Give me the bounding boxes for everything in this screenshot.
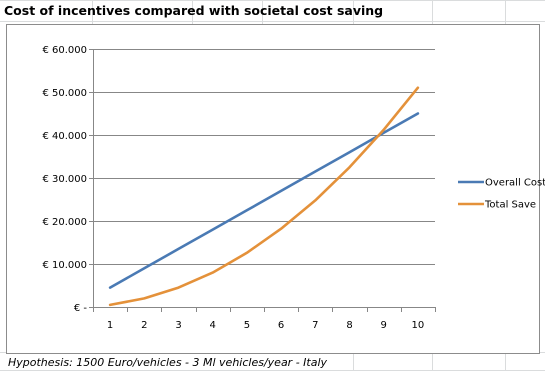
- x-tick-label: 10: [412, 320, 425, 331]
- y-tick-label: € -: [74, 303, 88, 314]
- x-tick-label: 9: [381, 320, 387, 331]
- chart-title: Cost of incentives compared with societa…: [4, 3, 384, 18]
- chart-area[interactable]: [6, 24, 540, 354]
- x-tick-label: 8: [346, 320, 352, 331]
- y-tick-label: € 50.000: [42, 88, 87, 99]
- x-tick-label: 3: [175, 320, 181, 331]
- series-line-total-save: [108, 86, 420, 307]
- y-tick-label: € 40.000: [42, 131, 87, 142]
- x-tick-label: 2: [141, 320, 147, 331]
- legend-label: Total Save: [484, 200, 536, 211]
- series-line-overall-cost: [108, 112, 420, 289]
- x-tick-label: 4: [210, 320, 216, 331]
- y-tick-label: € 20.000: [42, 217, 87, 228]
- y-tick-label: € 30.000: [42, 174, 87, 185]
- x-tick-label: 7: [312, 320, 318, 331]
- x-tick-label: 5: [244, 320, 250, 331]
- y-tick-label: € 60.000: [42, 45, 87, 56]
- x-tick-label: 1: [107, 320, 113, 331]
- x-tick-label: 6: [278, 320, 284, 331]
- footnote: Hypothesis: 1500 Euro/vehicles - 3 Ml ve…: [8, 356, 328, 369]
- legend-label: Overall Cost: [485, 178, 545, 189]
- y-tick-label: € 10.000: [42, 260, 87, 271]
